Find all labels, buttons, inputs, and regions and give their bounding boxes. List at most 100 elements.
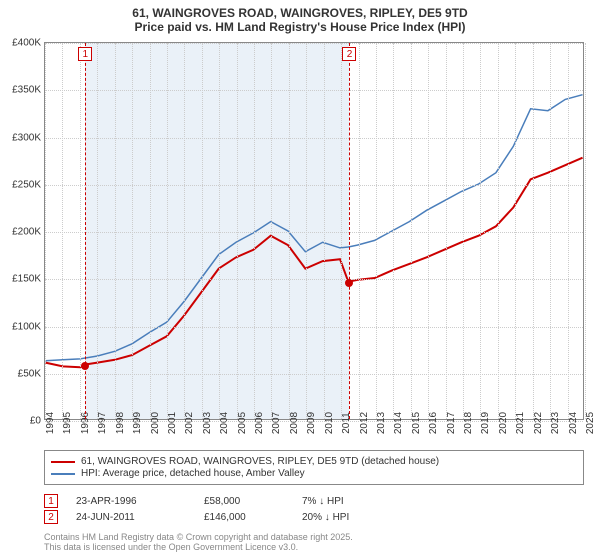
grid-h	[45, 279, 583, 280]
x-tick-label: 2022	[533, 412, 544, 434]
grid-v	[376, 43, 377, 419]
title-line-2: Price paid vs. HM Land Registry's House …	[0, 20, 600, 34]
grid-v	[585, 43, 586, 419]
event-date: 23-APR-1996	[76, 496, 186, 507]
y-tick-label: £250K	[12, 179, 41, 190]
x-tick-label: 2019	[480, 412, 491, 434]
y-tick-label: £50K	[18, 368, 41, 379]
grid-h	[45, 421, 583, 422]
legend-label: 61, WAINGROVES ROAD, WAINGROVES, RIPLEY,…	[81, 456, 439, 467]
grid-v	[237, 43, 238, 419]
title-line-1: 61, WAINGROVES ROAD, WAINGROVES, RIPLEY,…	[0, 6, 600, 20]
grid-v	[533, 43, 534, 419]
x-tick-label: 2008	[289, 412, 300, 434]
grid-h	[45, 138, 583, 139]
grid-v	[428, 43, 429, 419]
grid-v	[115, 43, 116, 419]
grid-h	[45, 43, 583, 44]
legend-swatch	[51, 473, 75, 475]
sale-dot	[81, 362, 89, 370]
x-tick-label: 2018	[463, 412, 474, 434]
x-tick-label: 2012	[359, 412, 370, 434]
price-chart: 1994199519961997199819992000200120022003…	[44, 42, 584, 420]
y-tick-label: £150K	[12, 274, 41, 285]
footer: Contains HM Land Registry data © Crown c…	[44, 532, 584, 552]
grid-v	[324, 43, 325, 419]
grid-h	[45, 327, 583, 328]
sale-marker-line	[349, 43, 350, 419]
y-tick-label: £200K	[12, 227, 41, 238]
x-tick-label: 1995	[62, 412, 73, 434]
event-price: £146,000	[204, 512, 284, 523]
x-tick-label: 2015	[411, 412, 422, 434]
event-badge: 2	[44, 510, 58, 524]
grid-h	[45, 185, 583, 186]
grid-v	[446, 43, 447, 419]
grid-v	[184, 43, 185, 419]
sale-marker-box: 2	[342, 47, 356, 61]
grid-v	[254, 43, 255, 419]
grid-v	[568, 43, 569, 419]
grid-v	[393, 43, 394, 419]
x-tick-label: 1999	[132, 412, 143, 434]
chart-svg	[45, 43, 583, 419]
x-tick-label: 2000	[150, 412, 161, 434]
legend-swatch	[51, 461, 75, 463]
grid-v	[480, 43, 481, 419]
grid-v	[219, 43, 220, 419]
event-delta: 20% ↓ HPI	[302, 512, 422, 523]
grid-h	[45, 374, 583, 375]
x-tick-label: 2020	[498, 412, 509, 434]
footer-line-2: This data is licensed under the Open Gov…	[44, 542, 584, 552]
x-tick-label: 2024	[568, 412, 579, 434]
x-tick-label: 2005	[237, 412, 248, 434]
grid-v	[515, 43, 516, 419]
y-tick-label: £300K	[12, 132, 41, 143]
x-tick-label: 2010	[324, 412, 335, 434]
x-tick-label: 2021	[515, 412, 526, 434]
y-tick-label: £100K	[12, 321, 41, 332]
grid-v	[289, 43, 290, 419]
legend-row: HPI: Average price, detached house, Ambe…	[51, 468, 577, 479]
x-tick-label: 2009	[306, 412, 317, 434]
event-date: 24-JUN-2011	[76, 512, 186, 523]
footer-line-1: Contains HM Land Registry data © Crown c…	[44, 532, 584, 542]
grid-v	[132, 43, 133, 419]
grid-v	[359, 43, 360, 419]
y-tick-label: £0	[30, 416, 41, 427]
event-row: 1 23-APR-1996 £58,000 7% ↓ HPI	[44, 494, 584, 508]
grid-v	[550, 43, 551, 419]
grid-v	[80, 43, 81, 419]
y-tick-label: £400K	[12, 38, 41, 49]
x-tick-label: 2007	[271, 412, 282, 434]
x-tick-label: 2014	[393, 412, 404, 434]
sale-marker-box: 1	[78, 47, 92, 61]
x-tick-label: 2016	[428, 412, 439, 434]
grid-v	[150, 43, 151, 419]
x-tick-label: 2013	[376, 412, 387, 434]
event-delta: 7% ↓ HPI	[302, 496, 422, 507]
event-price: £58,000	[204, 496, 284, 507]
x-tick-label: 2017	[446, 412, 457, 434]
series-hpi	[45, 95, 582, 361]
grid-v	[202, 43, 203, 419]
grid-v	[341, 43, 342, 419]
chart-title-block: 61, WAINGROVES ROAD, WAINGROVES, RIPLEY,…	[0, 0, 600, 36]
grid-v	[411, 43, 412, 419]
legend-row: 61, WAINGROVES ROAD, WAINGROVES, RIPLEY,…	[51, 456, 577, 467]
x-tick-label: 1994	[45, 412, 56, 434]
x-tick-label: 2004	[219, 412, 230, 434]
grid-v	[45, 43, 46, 419]
grid-v	[97, 43, 98, 419]
x-tick-label: 2002	[184, 412, 195, 434]
x-tick-label: 2001	[167, 412, 178, 434]
grid-v	[62, 43, 63, 419]
x-tick-label: 1997	[97, 412, 108, 434]
x-tick-label: 2006	[254, 412, 265, 434]
x-tick-label: 1998	[115, 412, 126, 434]
x-tick-label: 2025	[585, 412, 596, 434]
grid-v	[271, 43, 272, 419]
y-tick-label: £350K	[12, 85, 41, 96]
grid-v	[463, 43, 464, 419]
x-tick-label: 2023	[550, 412, 561, 434]
